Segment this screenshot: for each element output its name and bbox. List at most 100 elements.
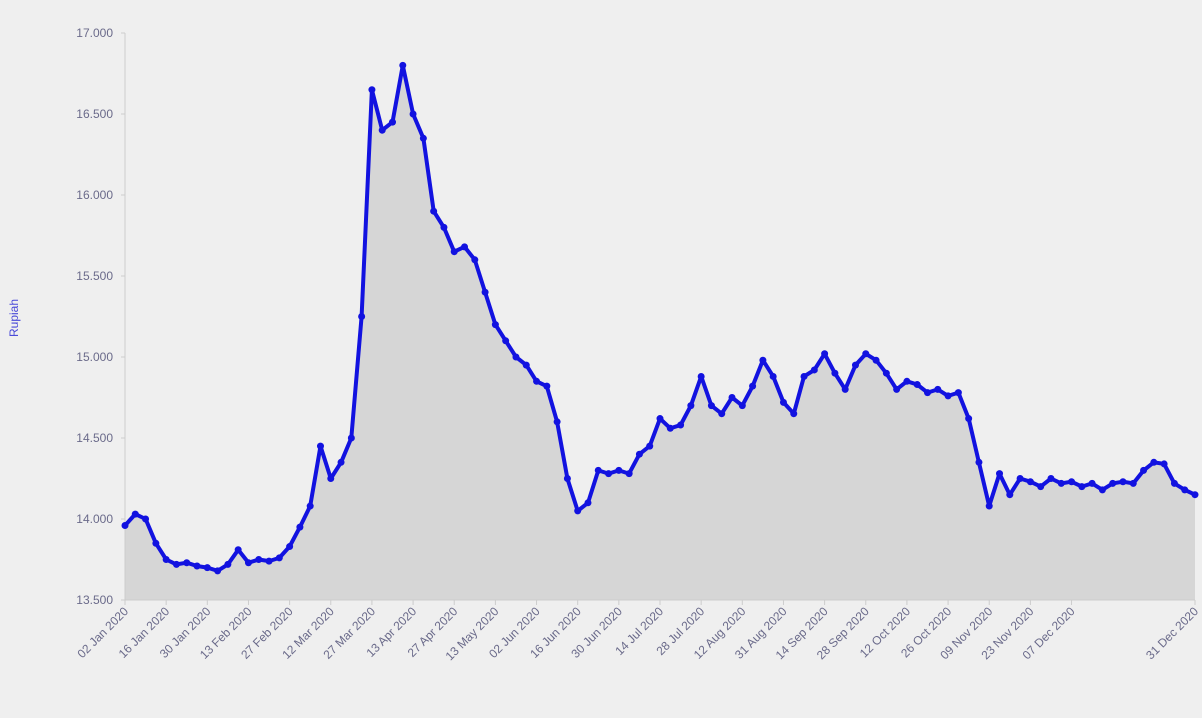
point xyxy=(275,554,283,562)
point xyxy=(985,502,993,510)
y-axis-label: Rupiah xyxy=(7,299,21,337)
point xyxy=(152,539,160,547)
point xyxy=(656,415,664,423)
point xyxy=(851,361,859,369)
point xyxy=(1140,466,1148,474)
point xyxy=(512,353,520,361)
point xyxy=(924,389,931,397)
point xyxy=(162,556,170,563)
point xyxy=(502,337,510,345)
point xyxy=(1181,486,1189,494)
point xyxy=(1191,491,1199,499)
point xyxy=(265,557,273,565)
point xyxy=(255,556,263,563)
point xyxy=(1057,479,1065,487)
y-tick-label: 16.000 xyxy=(76,188,113,202)
y-tick-label: 13.500 xyxy=(76,593,113,607)
point xyxy=(707,402,715,410)
point xyxy=(944,392,952,400)
point xyxy=(1016,475,1024,482)
point xyxy=(389,118,396,126)
point xyxy=(1068,478,1076,486)
point xyxy=(399,61,407,69)
point xyxy=(759,356,767,364)
point xyxy=(1098,486,1106,494)
point xyxy=(625,470,633,478)
point xyxy=(677,421,685,429)
point xyxy=(779,398,787,406)
point xyxy=(872,356,880,364)
point xyxy=(1160,460,1168,468)
point xyxy=(769,372,777,380)
point xyxy=(214,567,222,575)
y-tick-label: 15.000 xyxy=(76,350,113,364)
y-tick-label: 16.500 xyxy=(76,107,113,121)
point xyxy=(574,507,582,515)
point xyxy=(666,424,674,432)
point xyxy=(172,560,180,568)
point xyxy=(491,321,499,329)
point xyxy=(296,523,304,531)
point xyxy=(183,559,191,567)
point xyxy=(954,389,962,397)
point xyxy=(749,382,757,390)
point xyxy=(347,434,355,442)
point xyxy=(1170,479,1178,487)
point xyxy=(903,377,911,385)
point xyxy=(975,458,983,466)
y-tick-label: 17.000 xyxy=(76,26,113,40)
y-tick-label: 15.500 xyxy=(76,269,113,283)
point xyxy=(471,256,479,264)
area-fill xyxy=(125,65,1195,600)
point xyxy=(831,369,839,377)
point xyxy=(697,372,705,380)
point xyxy=(533,377,541,385)
point xyxy=(1078,483,1086,491)
point xyxy=(306,502,314,510)
point xyxy=(934,385,942,393)
point xyxy=(646,442,654,450)
point xyxy=(522,361,530,369)
point xyxy=(584,499,592,507)
point xyxy=(862,350,870,358)
point xyxy=(1088,479,1096,487)
point xyxy=(615,466,623,474)
point xyxy=(821,350,829,358)
point xyxy=(450,248,458,256)
point xyxy=(358,313,366,320)
y-tick-label: 14.000 xyxy=(76,512,113,526)
point xyxy=(244,559,252,567)
point xyxy=(687,402,695,410)
point xyxy=(893,385,901,393)
point xyxy=(131,510,139,518)
point xyxy=(121,521,129,529)
point xyxy=(1037,483,1045,491)
point xyxy=(1026,478,1034,486)
point xyxy=(430,207,438,215)
point xyxy=(461,243,469,251)
point xyxy=(594,466,602,474)
point xyxy=(790,410,798,418)
point xyxy=(1006,491,1014,499)
point xyxy=(286,543,294,551)
point xyxy=(913,381,921,389)
point xyxy=(203,564,211,572)
point xyxy=(965,415,973,423)
point xyxy=(234,546,242,554)
point xyxy=(193,562,201,570)
point xyxy=(440,223,448,231)
point xyxy=(635,450,643,458)
point xyxy=(728,394,736,401)
point xyxy=(378,126,386,134)
point xyxy=(142,515,150,523)
point xyxy=(738,402,746,410)
point xyxy=(1150,458,1158,466)
point xyxy=(718,410,726,418)
point xyxy=(841,385,849,393)
point xyxy=(1119,478,1127,486)
point xyxy=(1129,479,1137,487)
point xyxy=(316,442,324,450)
point xyxy=(327,475,335,482)
